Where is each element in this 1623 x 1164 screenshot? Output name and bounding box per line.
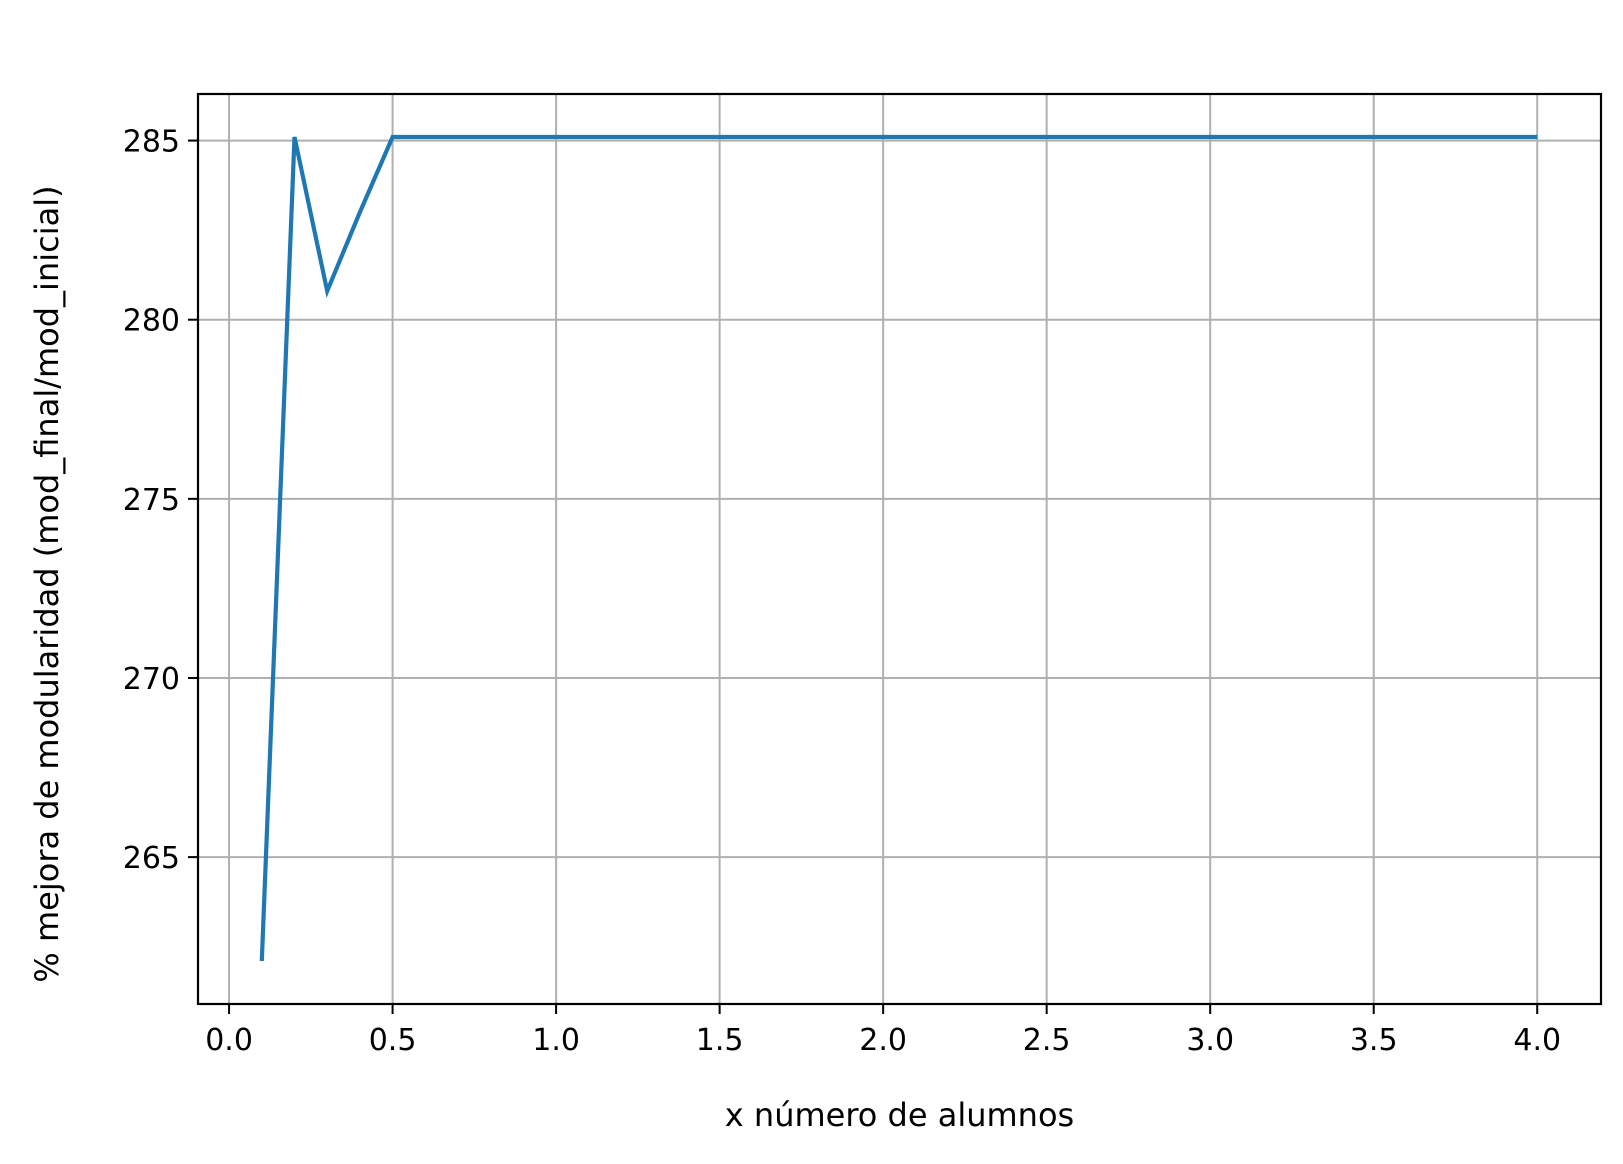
y-axis-ticks: 265 270 275 280 285 [123,125,198,876]
y-tick-label: 275 [123,483,180,518]
x-axis-ticks: 0.0 0.5 1.0 1.5 2.0 2.5 3.0 3.5 4.0 [205,1004,1561,1058]
x-tick-label: 0.0 [205,1023,253,1058]
y-tick-label: 270 [123,662,180,697]
y-tick-label: 280 [123,304,180,339]
x-tick-label: 1.5 [696,1023,744,1058]
y-tick-label: 265 [123,841,180,876]
series-line [259,134,1538,962]
x-tick-label: 4.0 [1513,1023,1561,1058]
x-tick-label: 3.0 [1186,1023,1234,1058]
x-axis-label: x número de alumnos [725,1096,1074,1134]
y-axis-label: % mejora de modularidad (mod_final/mod_i… [28,185,66,982]
x-tick-label: 0.5 [369,1023,417,1058]
plot-frame [196,92,1603,1006]
series-layer [259,134,1538,962]
x-tick-label: 2.5 [1023,1023,1071,1058]
x-tick-label: 3.5 [1350,1023,1398,1058]
x-tick-label: 1.0 [532,1023,580,1058]
grid [198,94,1601,1004]
y-tick-label: 285 [123,125,180,160]
x-tick-label: 2.0 [859,1023,907,1058]
